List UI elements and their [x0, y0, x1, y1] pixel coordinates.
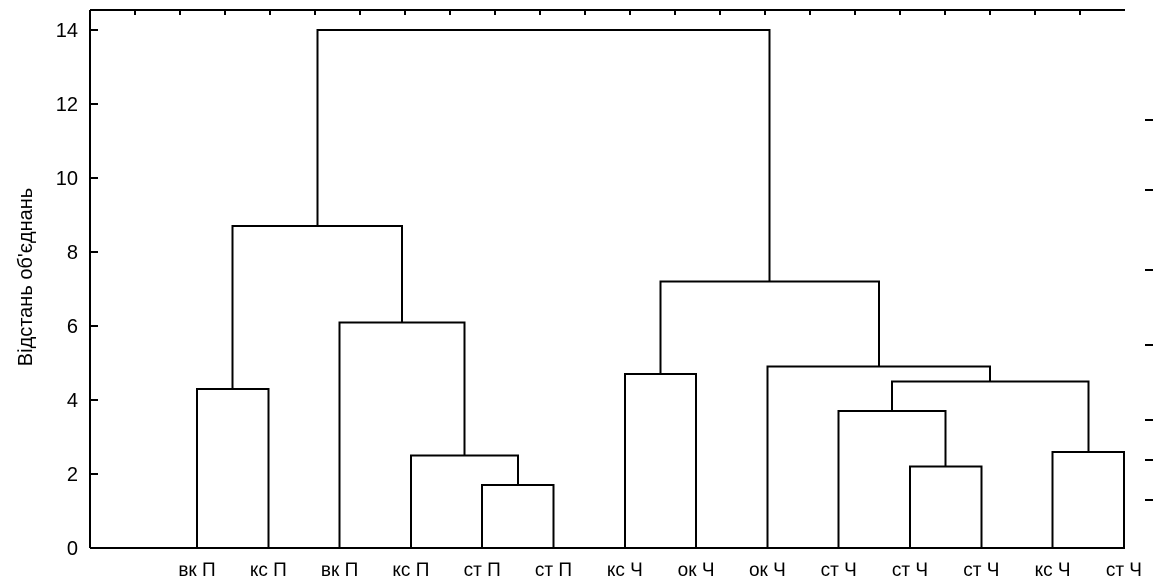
dendrogram-link	[196, 387, 270, 548]
y-axis-ticks: 0 2 4 6 8 10 12 14	[56, 20, 98, 560]
y-tick-label: 12	[56, 94, 78, 116]
leaf-label: кс П	[392, 560, 429, 581]
dendrogram-link	[837, 410, 947, 548]
leaf-label: кс П	[250, 560, 287, 581]
y-tick-label: 6	[67, 316, 78, 338]
leaf-label: ст Ч	[963, 560, 999, 581]
dendrogram-link	[623, 373, 698, 548]
leaf-label: вк П	[178, 560, 215, 581]
dendrogram-link	[231, 225, 403, 389]
dendrogram-link	[338, 321, 466, 548]
dendrogram-link	[481, 484, 555, 548]
dendrogram-link	[1051, 450, 1125, 548]
leaf-labels: вк П кс П вк П кс П ст П ст П кс Ч ок Ч ок Ч ст Ч…	[178, 560, 1142, 581]
dendrogram-link	[316, 29, 771, 282]
y-tick-label: 4	[67, 390, 78, 412]
dendrogram-link	[409, 454, 519, 548]
dendrogram-link	[659, 280, 880, 375]
y-tick-label: 2	[67, 464, 78, 486]
leaf-label: ст Ч	[1106, 560, 1142, 581]
y-tick-label: 8	[67, 242, 78, 264]
leaf-label: кс Ч	[607, 560, 643, 581]
leaf-label: кс Ч	[1035, 560, 1071, 581]
dendrogram-links	[196, 29, 1125, 548]
y-tick-label: 0	[67, 538, 78, 560]
dendrogram-link	[891, 380, 1090, 452]
leaf-label: вк П	[321, 560, 358, 581]
y-tick-label: 14	[56, 20, 78, 42]
leaf-label: ок Ч	[749, 560, 786, 581]
leaf-label: ст Ч	[821, 560, 857, 581]
leaf-label: ст П	[464, 560, 501, 581]
dendrogram-link	[766, 365, 992, 548]
y-tick-label: 10	[56, 168, 78, 190]
y-axis-title: Відстань об'єднань	[15, 188, 37, 366]
dendrogram-link	[909, 465, 983, 548]
leaf-label: ст Ч	[892, 560, 928, 581]
leaf-label: ок Ч	[678, 560, 715, 581]
leaf-label: ст П	[535, 560, 572, 581]
plot-frame	[89, 9, 1153, 549]
